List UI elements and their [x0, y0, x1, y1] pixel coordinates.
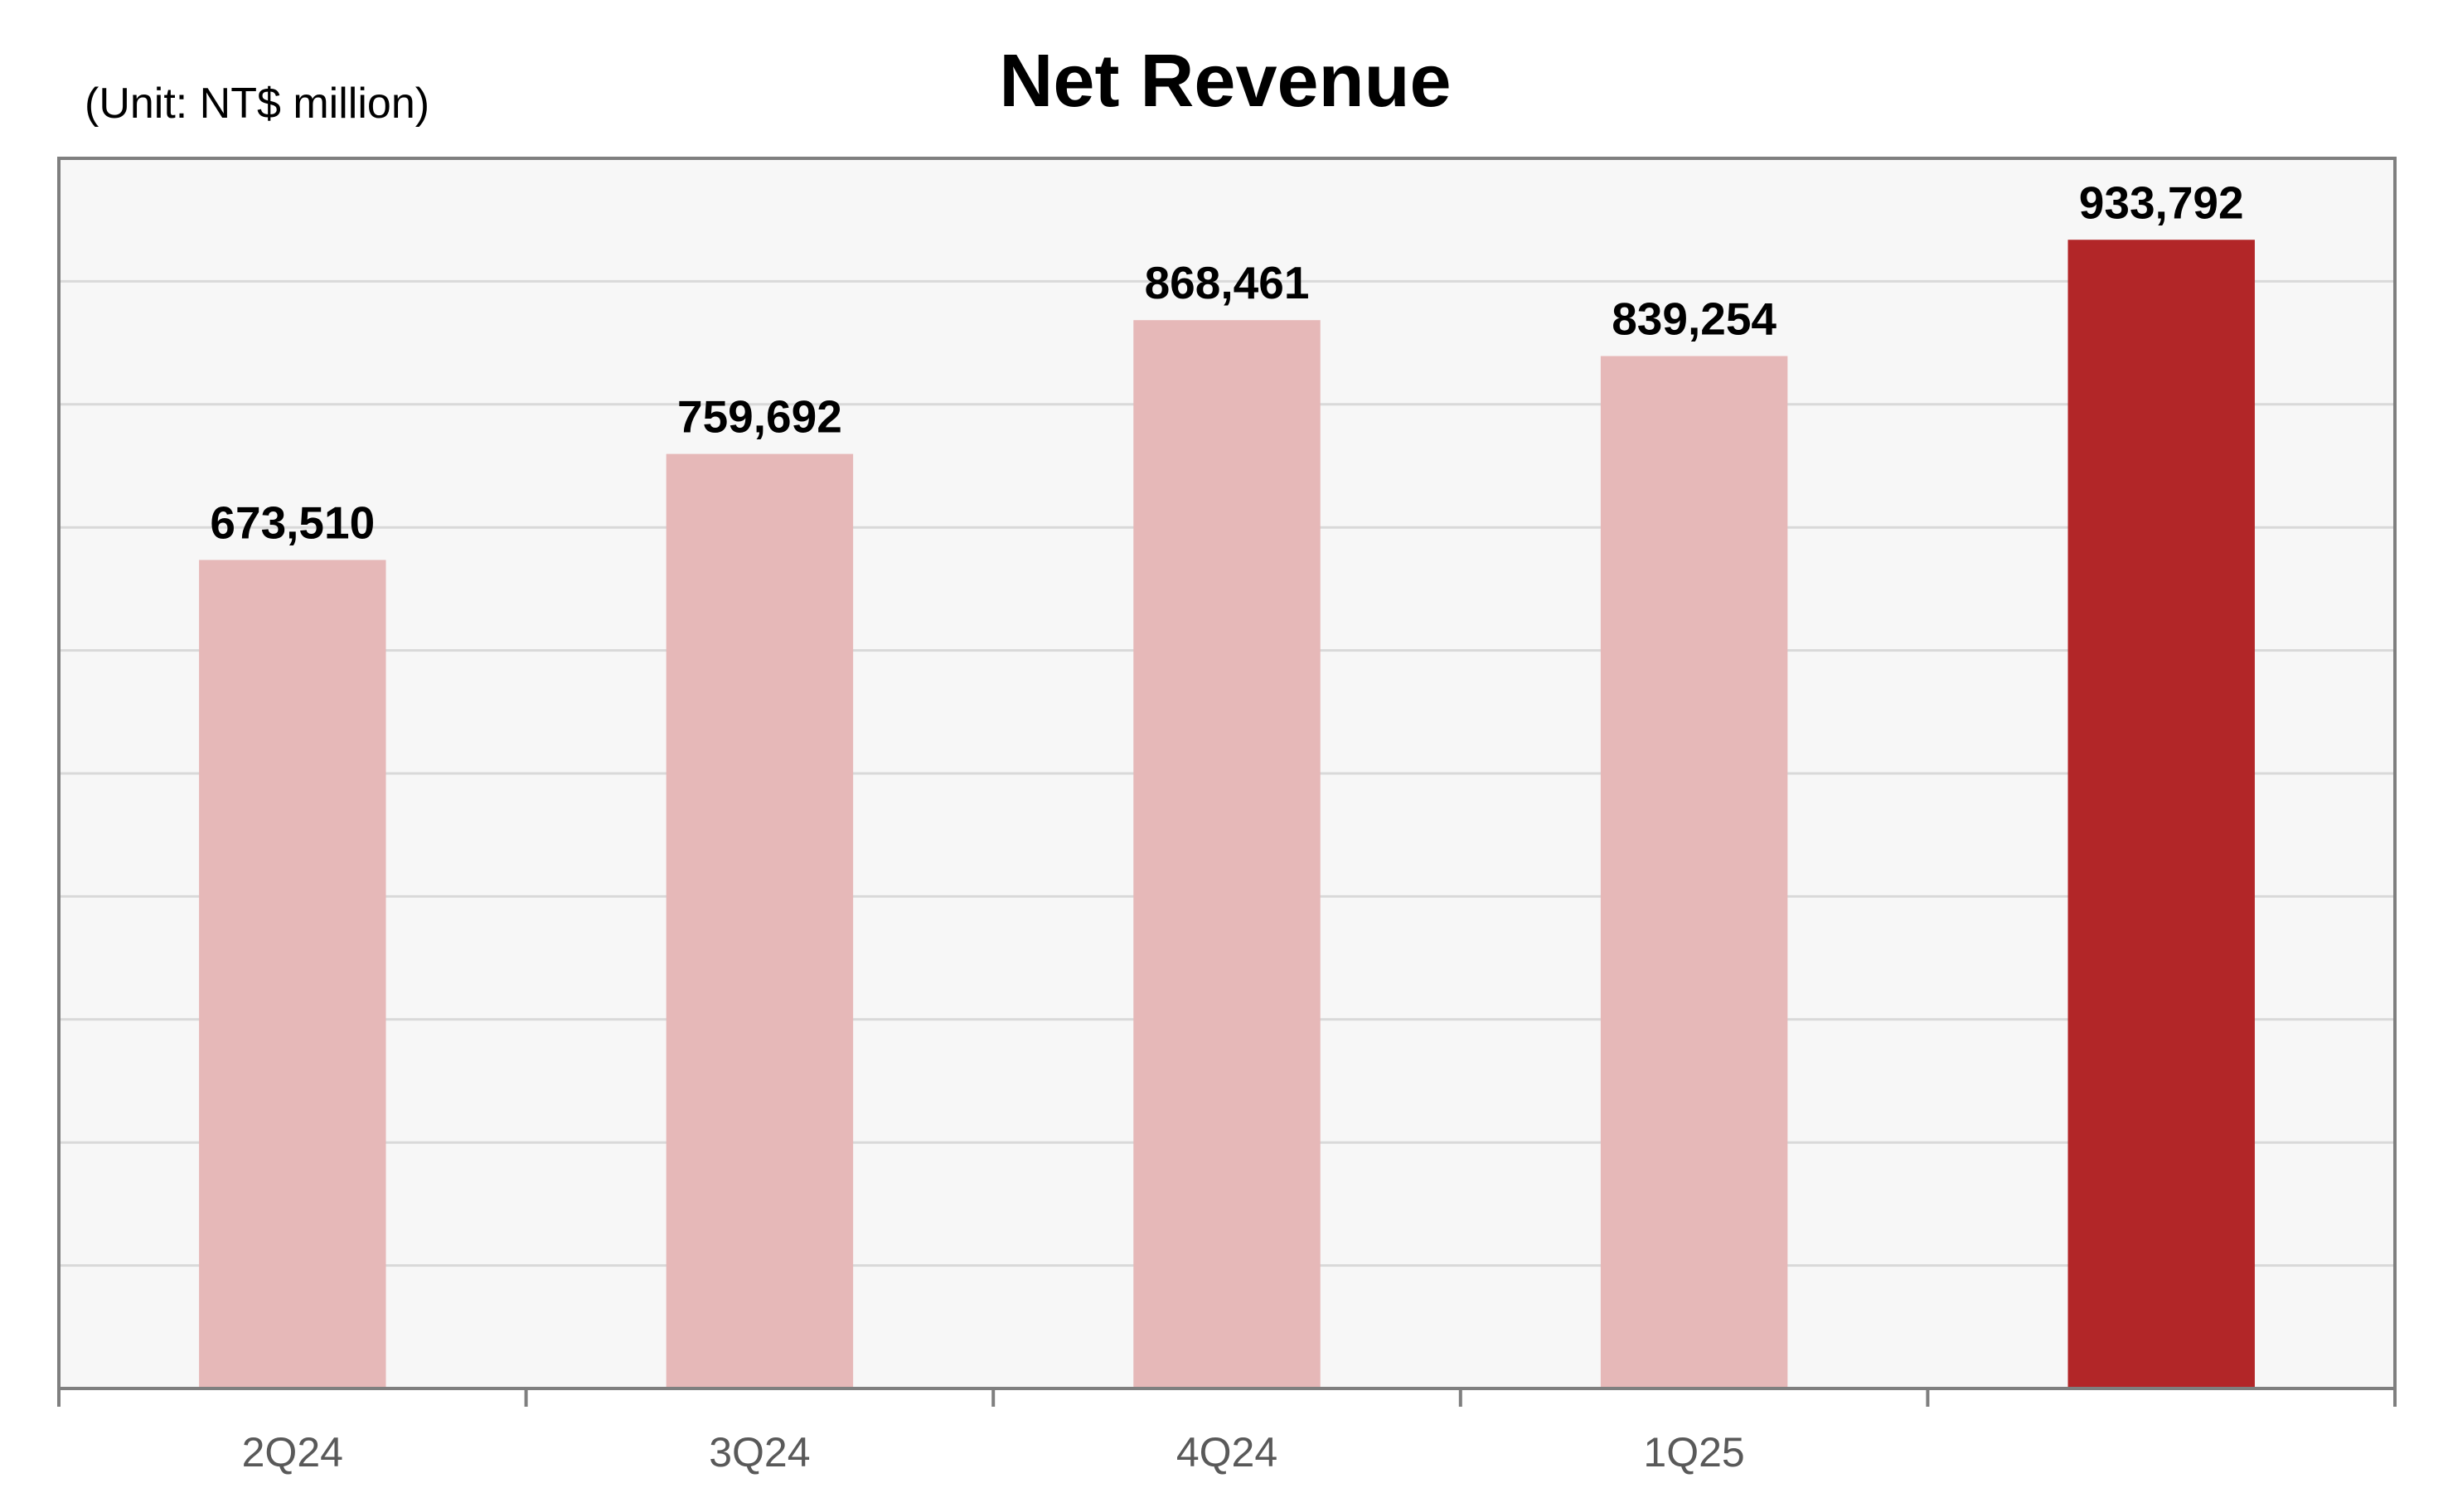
- bars: [199, 240, 2255, 1389]
- bar-period-5: [2067, 240, 2255, 1388]
- x-tick-label: 1Q25: [1643, 1429, 1744, 1476]
- bar-2q24: [199, 560, 386, 1388]
- x-axis-ticks: [57, 1388, 2397, 1407]
- x-tick-label: 4Q24: [1176, 1429, 1277, 1476]
- plot-frame: [57, 157, 2397, 1390]
- x-axis-labels: 2Q24 3Q24 4Q24 1Q25: [242, 1429, 1745, 1476]
- bar-1q25: [1600, 356, 1788, 1388]
- chart-title: Net Revenue: [999, 40, 1451, 123]
- value-labels: 673,510 759,692 868,461 839,254 933,792: [210, 177, 2243, 548]
- data-label: 673,510: [210, 497, 375, 549]
- data-label: 868,461: [1145, 257, 1310, 308]
- data-label: 759,692: [677, 391, 842, 443]
- data-label: 839,254: [1612, 293, 1777, 345]
- bar-3q24: [666, 453, 854, 1388]
- bar-4q24: [1133, 320, 1321, 1389]
- data-label: 933,792: [2079, 177, 2244, 228]
- x-tick-label: 3Q24: [709, 1429, 810, 1476]
- x-tick-label: 2Q24: [242, 1429, 343, 1476]
- unit-note: (Unit: NT$ million): [85, 80, 429, 128]
